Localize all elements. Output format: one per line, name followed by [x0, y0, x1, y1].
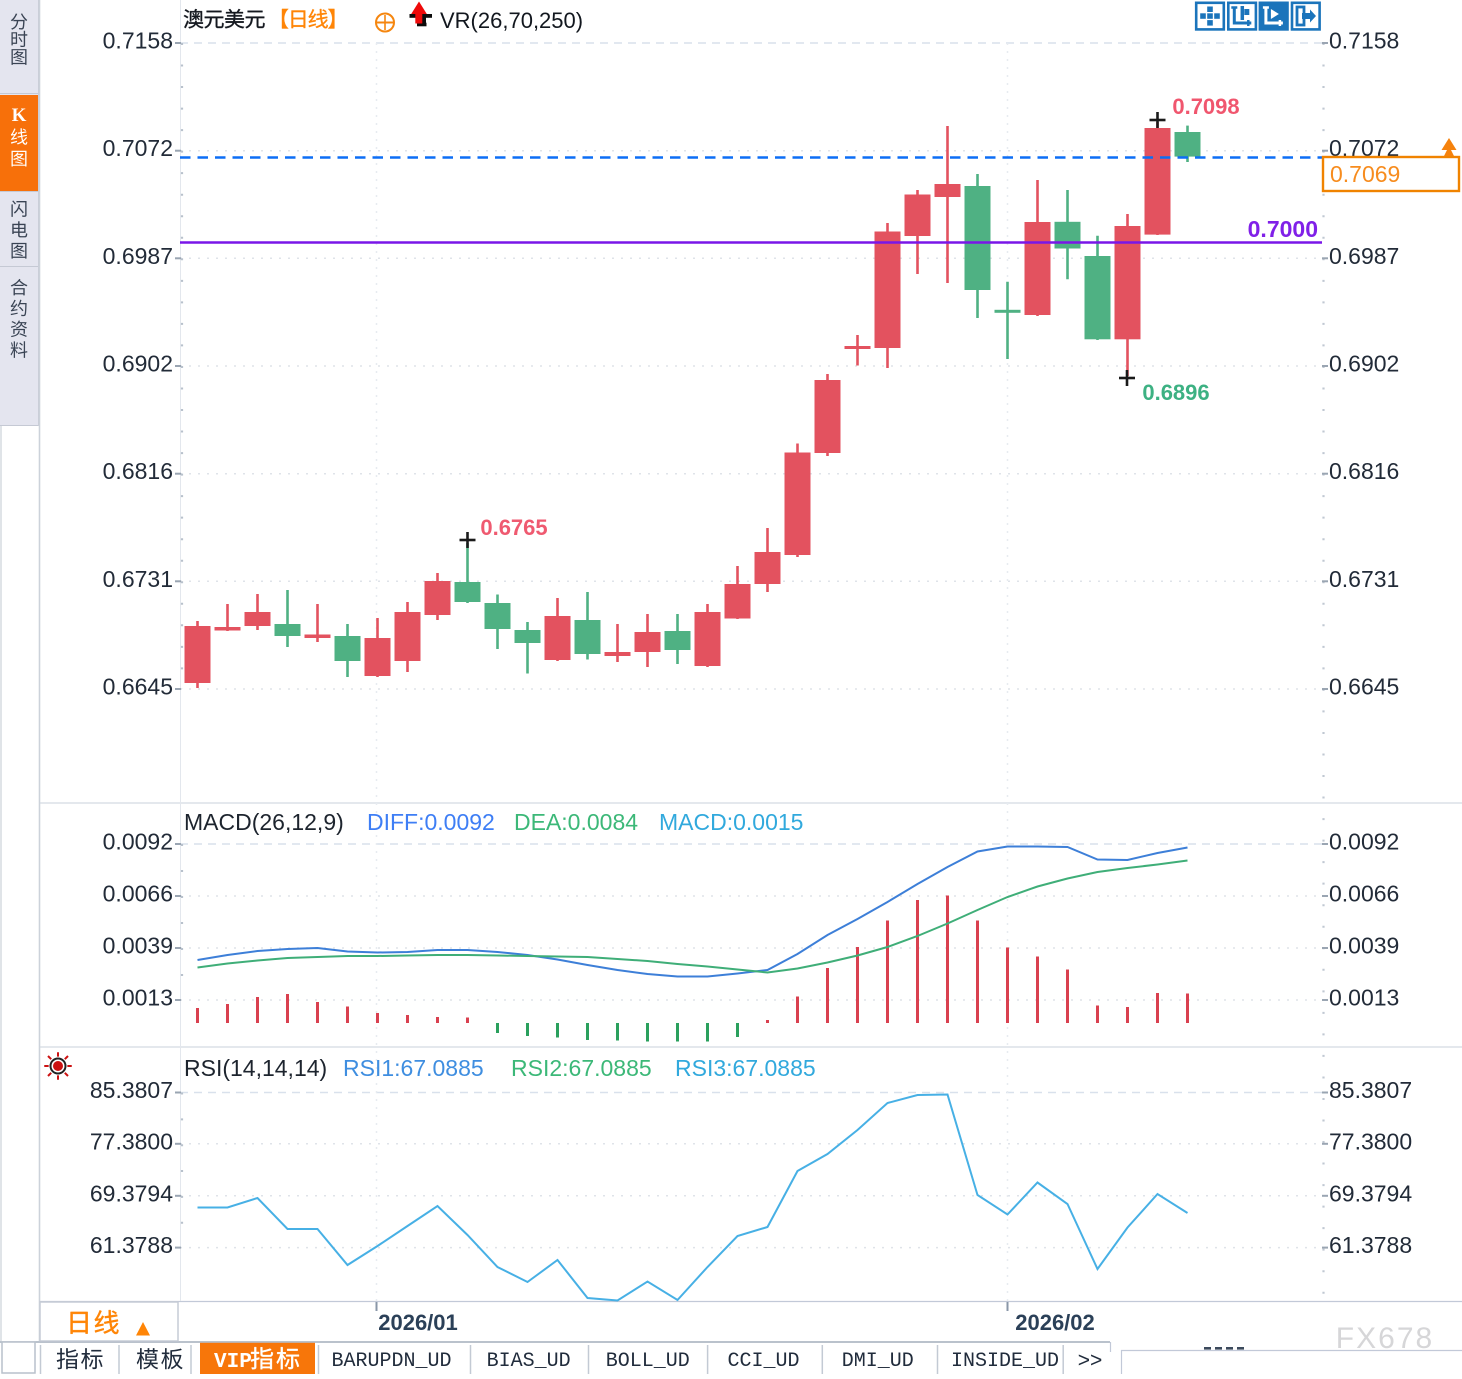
- svg-text:0.6816: 0.6816: [1329, 458, 1399, 484]
- svg-text:0.0066: 0.0066: [103, 881, 173, 907]
- svg-text:0.6987: 0.6987: [1329, 243, 1399, 269]
- svg-text:0.0066: 0.0066: [1329, 881, 1399, 907]
- svg-text:0.0013: 0.0013: [1329, 985, 1399, 1011]
- svg-text:0.7000: 0.7000: [1248, 216, 1318, 242]
- svg-text:0.6645: 0.6645: [103, 674, 173, 700]
- svg-text:>>: >>: [1078, 1349, 1103, 1372]
- svg-text:MACD(26,12,9): MACD(26,12,9): [184, 809, 344, 835]
- svg-text:2026/02: 2026/02: [1015, 1310, 1095, 1335]
- svg-text:DEA:0.0084: DEA:0.0084: [514, 809, 638, 835]
- svg-text:77.3800: 77.3800: [1329, 1128, 1412, 1154]
- svg-text:2026/01: 2026/01: [378, 1310, 458, 1335]
- svg-text:0.6765: 0.6765: [480, 515, 547, 540]
- svg-text:DMI_UD: DMI_UD: [842, 1350, 914, 1373]
- svg-text:85.3807: 85.3807: [1329, 1077, 1412, 1103]
- svg-text:CCI_UD: CCI_UD: [727, 1350, 799, 1373]
- svg-text:0.7158: 0.7158: [1329, 28, 1399, 54]
- svg-text:0.7069: 0.7069: [1330, 161, 1400, 187]
- svg-text:0.7072: 0.7072: [103, 135, 173, 161]
- svg-text:VIP: VIP: [214, 1351, 252, 1374]
- svg-text:INSIDE_UD: INSIDE_UD: [951, 1350, 1059, 1373]
- svg-text:0.0092: 0.0092: [103, 829, 173, 855]
- svg-text:0.0039: 0.0039: [103, 933, 173, 959]
- svg-text:0.7098: 0.7098: [1172, 94, 1239, 119]
- svg-text:0.6816: 0.6816: [103, 458, 173, 484]
- svg-text:69.3794: 69.3794: [1329, 1180, 1412, 1206]
- svg-text:61.3788: 61.3788: [90, 1232, 173, 1258]
- svg-text:BIAS_UD: BIAS_UD: [487, 1350, 571, 1373]
- svg-text:0.0013: 0.0013: [103, 985, 173, 1011]
- svg-text:MACD:0.0015: MACD:0.0015: [659, 809, 803, 835]
- svg-text:0.6902: 0.6902: [1329, 351, 1399, 377]
- svg-text:0.0092: 0.0092: [1329, 829, 1399, 855]
- svg-text:77.3800: 77.3800: [90, 1128, 173, 1154]
- svg-text:0.6731: 0.6731: [103, 566, 173, 592]
- svg-text:0.6731: 0.6731: [1329, 566, 1399, 592]
- svg-text:0.6902: 0.6902: [103, 351, 173, 377]
- svg-text:FX678: FX678: [1336, 1322, 1434, 1355]
- svg-text:0.6645: 0.6645: [1329, 674, 1399, 700]
- svg-text:RSI2:67.0885: RSI2:67.0885: [511, 1055, 652, 1081]
- svg-text:DIFF:0.0092: DIFF:0.0092: [367, 809, 495, 835]
- svg-text:0.6896: 0.6896: [1142, 380, 1209, 405]
- svg-text:85.3807: 85.3807: [90, 1077, 173, 1103]
- svg-text:BOLL_UD: BOLL_UD: [606, 1350, 690, 1373]
- svg-text:BARUPDN_UD: BARUPDN_UD: [331, 1350, 451, 1373]
- svg-text:K: K: [12, 105, 27, 126]
- svg-text:RSI3:67.0885: RSI3:67.0885: [675, 1055, 816, 1081]
- svg-text:RSI1:67.0885: RSI1:67.0885: [343, 1055, 484, 1081]
- svg-text:RSI(14,14,14): RSI(14,14,14): [184, 1055, 327, 1081]
- svg-text:0.7158: 0.7158: [103, 28, 173, 54]
- svg-text:VR(26,70,250): VR(26,70,250): [440, 8, 583, 33]
- svg-text:69.3794: 69.3794: [90, 1180, 173, 1206]
- svg-text:0.6987: 0.6987: [103, 243, 173, 269]
- svg-text:61.3788: 61.3788: [1329, 1232, 1412, 1258]
- svg-text:0.0039: 0.0039: [1329, 933, 1399, 959]
